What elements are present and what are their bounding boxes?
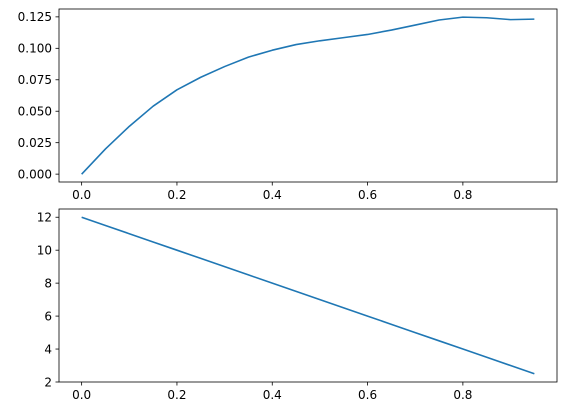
top-y-tick-label: 0.100 bbox=[18, 42, 52, 56]
top-y-tick-label: 0.050 bbox=[18, 105, 52, 119]
top-x-tick-label: 0.2 bbox=[167, 188, 186, 202]
bottom-x-tick-label: 0.4 bbox=[263, 388, 282, 402]
top-x-tick-label: 0.8 bbox=[453, 188, 472, 202]
top-x-tick-label: 0.4 bbox=[263, 188, 282, 202]
top-y-tick-label: 0.025 bbox=[18, 136, 52, 150]
bottom-y-tick-label: 12 bbox=[37, 211, 52, 225]
top-y-tick-label: 0.075 bbox=[18, 73, 52, 87]
bottom-x-tick-label: 0.0 bbox=[72, 388, 91, 402]
bottom-axes-frame bbox=[58, 208, 558, 383]
bottom-y-tick-label: 8 bbox=[44, 276, 52, 290]
bottom-subplot: 0.0 0.2 0.4 0.6 0.8 2 4 6 8 10 12 bbox=[37, 208, 558, 402]
bottom-x-tick-label: 0.2 bbox=[167, 388, 186, 402]
bottom-y-tick-label: 6 bbox=[44, 309, 52, 323]
bottom-x-tick-label: 0.8 bbox=[453, 388, 472, 402]
top-y-tick-label: 0.125 bbox=[18, 10, 52, 24]
top-x-tick-label: 0.6 bbox=[358, 188, 377, 202]
top-y-tick-label: 0.000 bbox=[18, 167, 52, 181]
bottom-y-tick-label: 10 bbox=[37, 243, 52, 257]
bottom-x-tick-label: 0.6 bbox=[358, 388, 377, 402]
bottom-y-tick-label: 4 bbox=[44, 342, 52, 356]
bottom-y-tick-label: 2 bbox=[44, 375, 52, 389]
top-subplot: 0.0 0.2 0.4 0.6 0.8 0.000 0.025 0.050 0.075 0.100… bbox=[18, 8, 558, 202]
bottom-series-line-0 bbox=[81, 216, 535, 375]
top-x-tick-label: 0.0 bbox=[72, 188, 91, 202]
top-series-line-0 bbox=[81, 16, 535, 175]
top-axes-frame bbox=[58, 8, 558, 183]
